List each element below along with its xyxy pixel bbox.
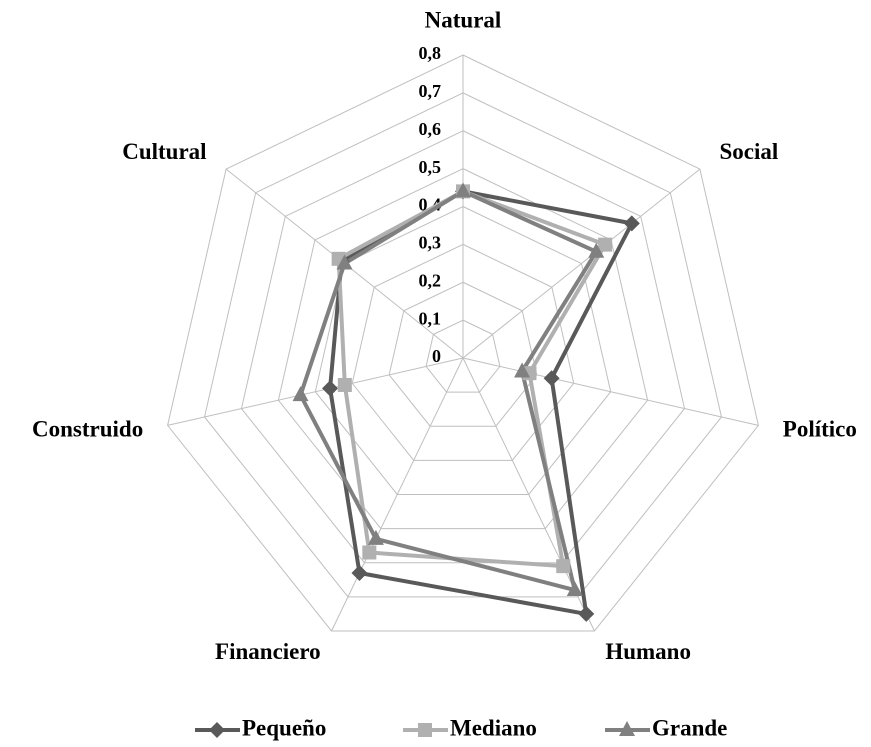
grid-line: [425, 319, 501, 393]
grid-line: [351, 243, 575, 461]
category-label: Humano: [605, 639, 691, 664]
category-label: Social: [719, 139, 778, 164]
spoke: [331, 357, 464, 632]
spoke: [167, 357, 464, 426]
marker: [598, 237, 613, 252]
marker: [578, 605, 595, 622]
legend-label: Mediano: [450, 715, 537, 740]
series-line: [298, 189, 599, 593]
tick-label: 0,7: [419, 81, 442, 101]
tick-label: 0,6: [419, 119, 442, 139]
spoke: [462, 357, 759, 426]
tick-label: 0,2: [419, 270, 442, 290]
category-label: Natural: [425, 7, 502, 32]
tick-label: 0,3: [419, 233, 442, 253]
marker: [336, 254, 353, 270]
grid-line: [167, 54, 759, 632]
tick-label: 0,8: [419, 43, 442, 63]
spoke: [462, 168, 701, 359]
tick-label: 0: [432, 346, 441, 366]
legend-label: Grande: [652, 715, 727, 740]
category-label: Construido: [32, 416, 143, 441]
marker: [337, 377, 352, 392]
marker: [514, 362, 531, 378]
marker: [588, 242, 605, 258]
marker: [556, 559, 571, 574]
marker: [322, 380, 339, 397]
legend-label: Pequeño: [242, 715, 326, 740]
grid-line: [388, 281, 538, 427]
marker: [455, 182, 471, 198]
marker: [566, 581, 583, 597]
marker: [351, 564, 368, 581]
grid-line: [203, 92, 723, 598]
marker: [367, 529, 384, 545]
tick-label: 0,1: [419, 308, 442, 328]
category-label: Cultural: [122, 139, 206, 164]
marker: [623, 215, 640, 232]
tick-label: 0,5: [419, 157, 442, 177]
marker: [543, 370, 560, 387]
category-label: Financiero: [215, 639, 321, 664]
category-label: Político: [783, 416, 857, 441]
marker: [292, 386, 309, 402]
legend-marker: [619, 721, 635, 736]
marker: [362, 545, 377, 560]
legend-marker: [209, 722, 225, 738]
grid-line: [277, 168, 649, 530]
legend-marker: [418, 723, 432, 737]
